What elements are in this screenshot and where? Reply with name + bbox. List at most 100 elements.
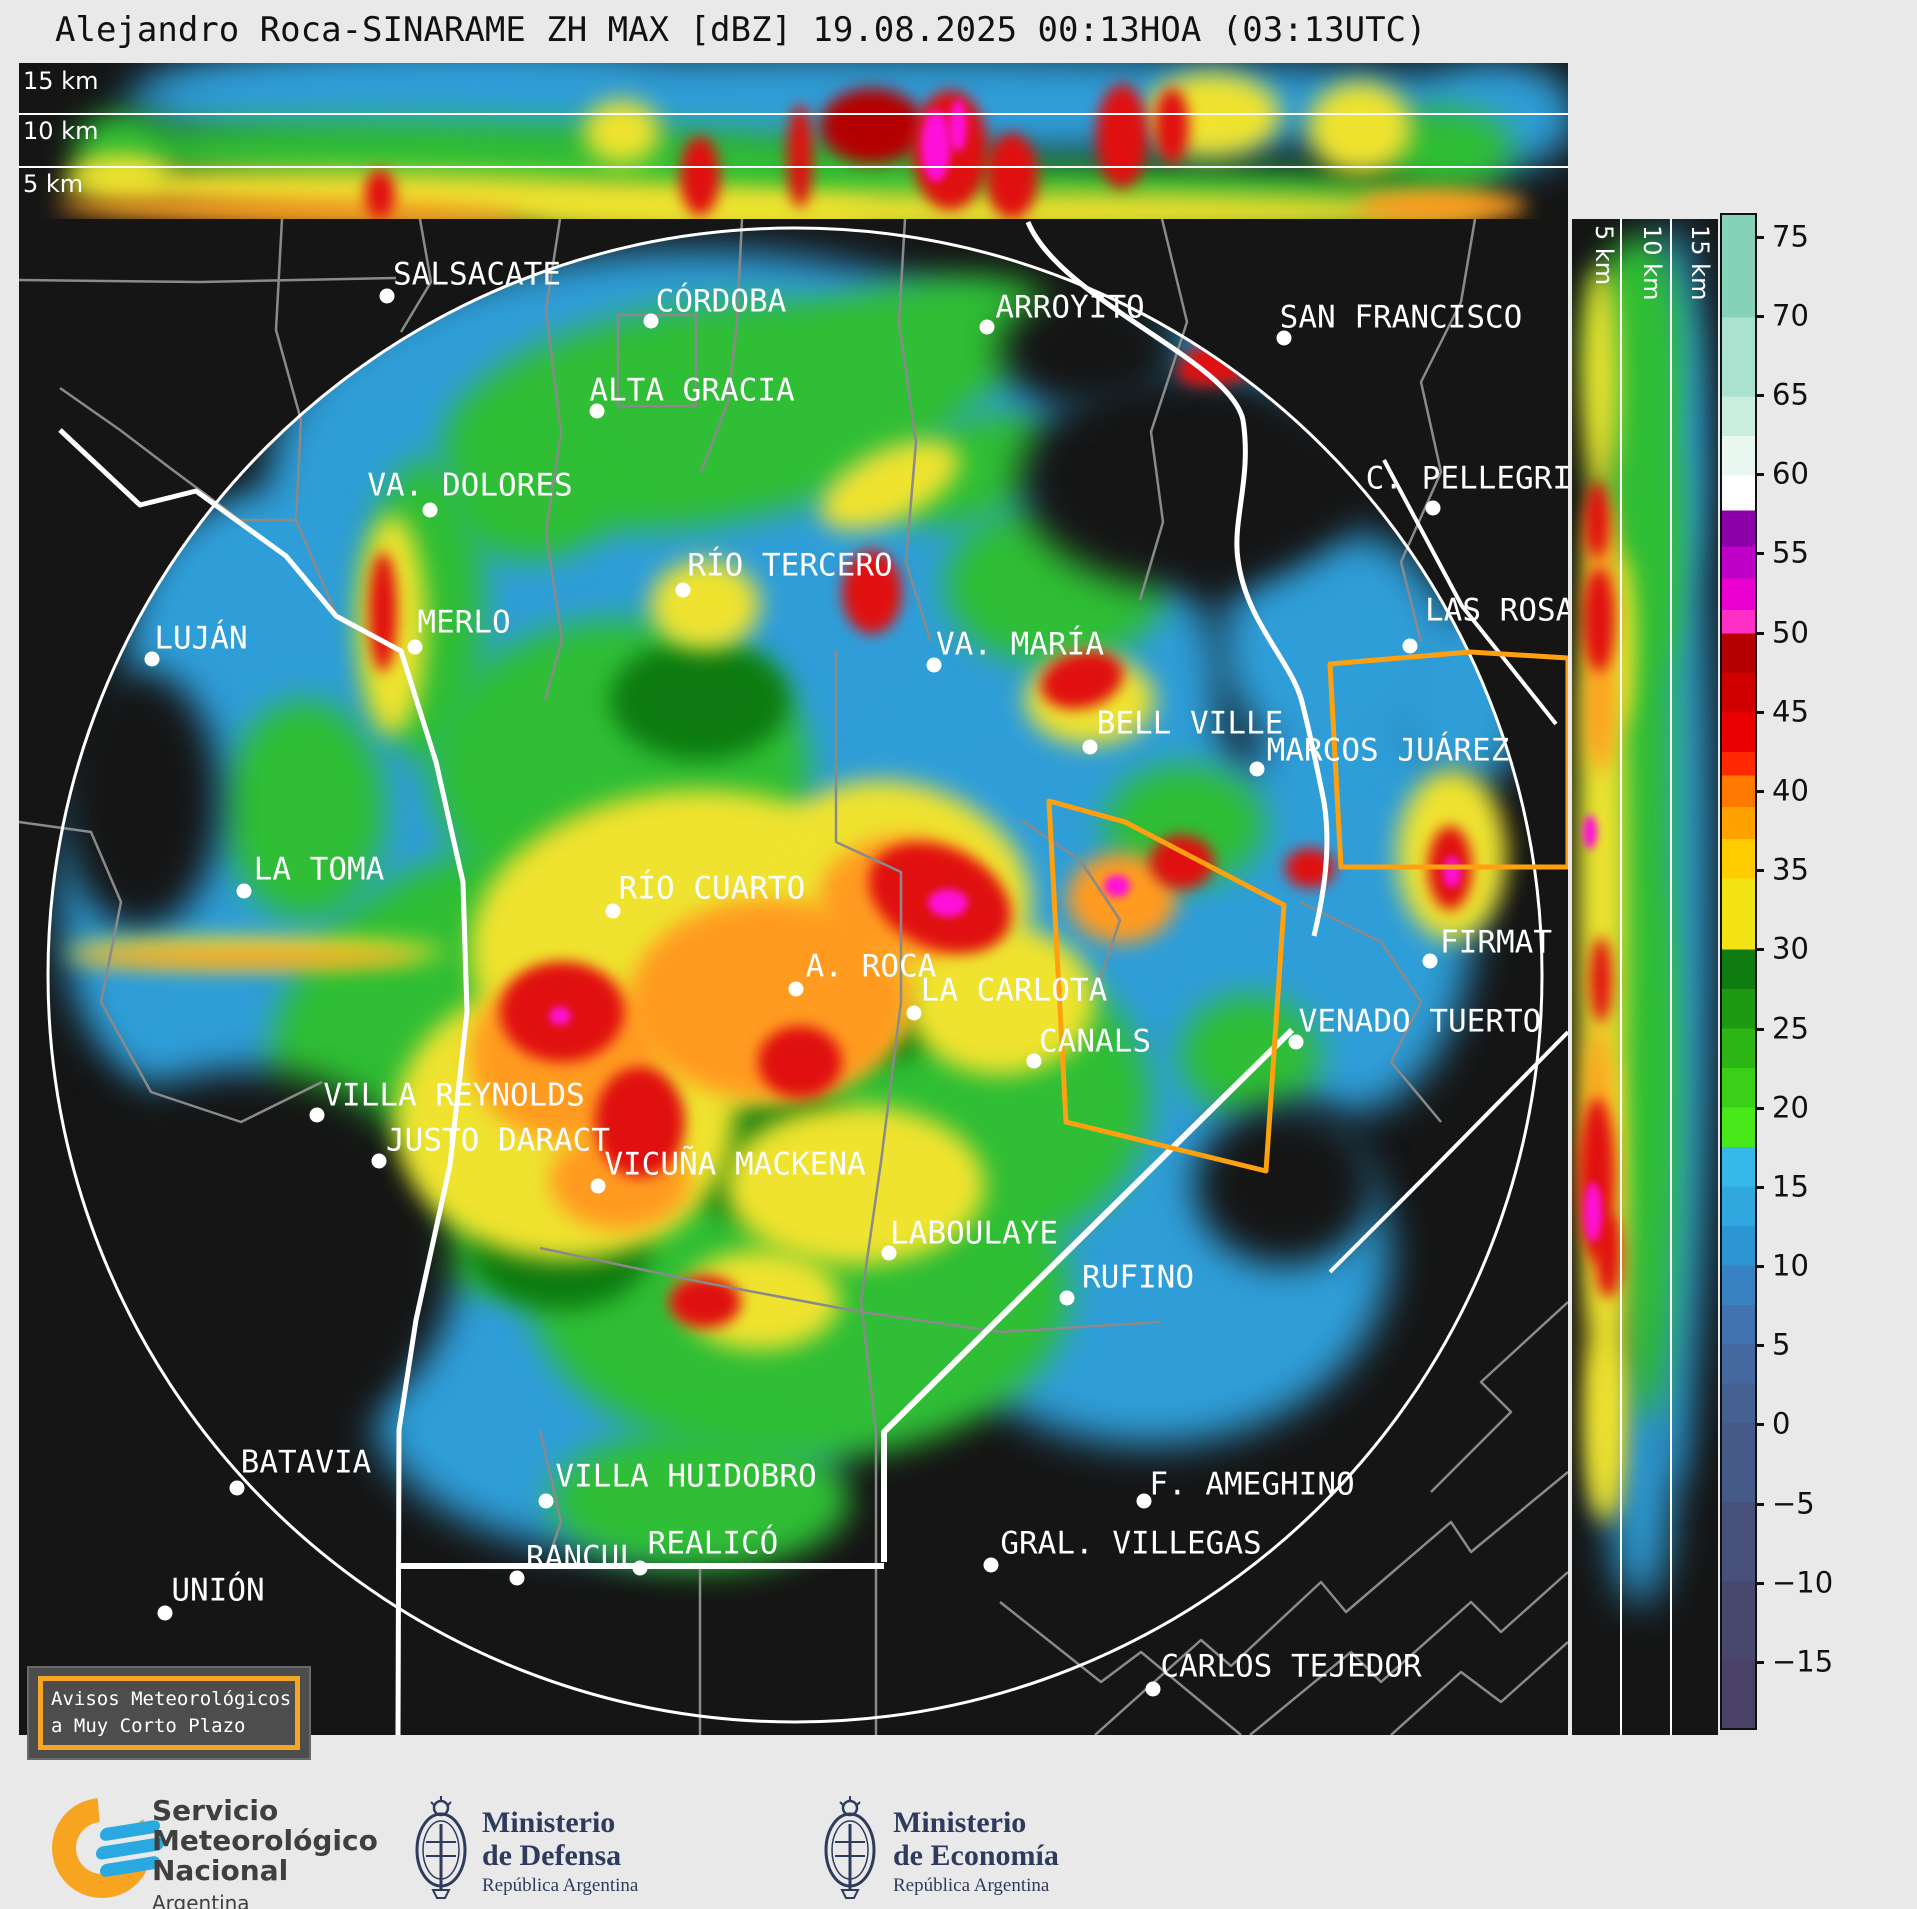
city-label: UNIÓN [171, 1572, 265, 1609]
department-border-line [1390, 1641, 1568, 1735]
department-border-line [538, 1429, 563, 1567]
city-label: REALICÓ [647, 1525, 779, 1562]
colorbar-tick [1755, 869, 1764, 873]
city-dot [379, 288, 395, 304]
radar-echo-blob [610, 640, 790, 760]
colorbar-tick-label: 70 [1772, 298, 1809, 333]
radar-echo-blob [1195, 1105, 1375, 1265]
colorbar-tick-label: 45 [1772, 694, 1809, 729]
radar-echo-blob [1584, 1182, 1602, 1242]
radar-echo-blob [1096, 84, 1148, 188]
city-dot [538, 1493, 554, 1509]
colorbar-tick-label: −5 [1772, 1485, 1815, 1520]
city-dot [605, 903, 621, 919]
province-border-line [1328, 1030, 1568, 1274]
warning-legend-line1: Avisos Meteorológicos [51, 1688, 292, 1710]
city-dot [144, 651, 160, 667]
city-dot [236, 883, 252, 899]
radar-echo-blob [75, 950, 415, 966]
province-border-line [1382, 459, 1558, 726]
colorbar-tick-label: 40 [1772, 773, 1809, 808]
city-dot [1082, 739, 1098, 755]
city-dot [926, 657, 942, 673]
radar-echo-blob [758, 1026, 842, 1098]
radar-echo-blob [842, 550, 902, 634]
colorbar-tick [1755, 1423, 1764, 1427]
colorbar-tick [1755, 1502, 1764, 1506]
height-label-right-15km: 15 km [1686, 225, 1714, 301]
height-label-15km: 15 km [23, 67, 99, 95]
height-label-5km: 5 km [23, 170, 84, 198]
city-dot [1145, 1681, 1161, 1697]
city-label: VA. DOLORES [367, 467, 573, 504]
colorbar-tick-label: 20 [1772, 1089, 1809, 1124]
weather-warning-polygon [1046, 798, 1287, 1174]
city-label: LABOULAYE [890, 1215, 1058, 1252]
department-border-line [539, 1246, 1162, 1334]
city-dot [407, 639, 423, 655]
colorbar-tick [1755, 1660, 1764, 1664]
radar-echo-blob [549, 1007, 571, 1025]
radar-echo-blob [787, 104, 813, 208]
top-gridline-5km [19, 166, 1568, 168]
city-label: ARROYITO [995, 289, 1145, 326]
city-dot [371, 1153, 387, 1169]
radar-echo-blob [550, 1430, 850, 1570]
radar-echo-blob [820, 88, 924, 164]
colorbar-tick [1755, 1265, 1764, 1269]
colorbar-tick [1755, 1027, 1764, 1031]
city-label: RUFINO [1082, 1259, 1194, 1296]
department-border-line [1430, 1301, 1568, 1493]
city-label: RANCUL [526, 1539, 638, 1576]
radar-echo-blob [921, 110, 951, 182]
department-border-line [274, 219, 339, 617]
city-dot [1276, 330, 1292, 346]
colorbar-tick [1755, 552, 1764, 556]
right-cross-section-panel: 5 km 10 km 15 km [1572, 219, 1718, 1735]
colorbar-tick [1755, 235, 1764, 239]
colorbar-tick-label: 15 [1772, 1169, 1809, 1204]
radar-echo-blob [669, 1276, 741, 1328]
main-map-panel: SALSACATE CÓRDOBA ARROYITO SAN FRANCISCO ALT… [19, 219, 1568, 1735]
radar-echo-blob [680, 136, 720, 216]
department-border-line [999, 1601, 1242, 1735]
city-label: BATAVIA [240, 1444, 372, 1481]
colorbar-tick [1755, 710, 1764, 714]
province-border-line [1025, 221, 1330, 937]
radar-echo-blob [1443, 856, 1461, 888]
colorbar-tick [1755, 948, 1764, 952]
city-dot [881, 1245, 897, 1261]
radar-echo-blob [70, 155, 170, 195]
city-dot [643, 313, 659, 329]
department-border-line [616, 313, 698, 408]
radar-echo-blob [1104, 875, 1130, 897]
city-label: LAS ROSAS [1425, 592, 1568, 629]
smn-wordmark: Servicio Meteorológico Nacional Argentin… [152, 1794, 378, 1909]
radar-range-circle [46, 226, 1544, 1724]
department-border-line [897, 219, 933, 643]
radar-echo-blob [450, 440, 610, 560]
economia-wordmark: Ministerio de Economía República Argenti… [893, 1806, 1059, 1896]
department-border-line [19, 820, 323, 1124]
right-gridline-10km [1670, 219, 1672, 1735]
weather-warning-polygon [1327, 649, 1568, 870]
radar-echo-blob [1590, 937, 1612, 1023]
colorbar-tick-label: 25 [1772, 1010, 1809, 1045]
city-dot [983, 1557, 999, 1573]
radar-echo-blob [225, 700, 385, 920]
radar-echo-blob [365, 169, 395, 219]
radar-echo-blob [1180, 995, 1320, 1115]
province-border-line [58, 428, 470, 1735]
colorbar-tick-label: 65 [1772, 377, 1809, 412]
radar-echo-blob [584, 100, 660, 164]
page-title: Alejandro Roca-SINARAME ZH MAX [dBZ] 19.… [55, 10, 1427, 50]
warning-legend-box: Avisos Meteorológicos a Muy Corto Plazo [27, 1666, 311, 1760]
colorbar-tick-label: 50 [1772, 614, 1809, 649]
city-dot [906, 1005, 922, 1021]
city-dot [1422, 953, 1438, 969]
city-label: MARCOS JUÁREZ [1266, 732, 1510, 769]
defensa-crest-icon [415, 1796, 467, 1899]
city-label: SAN FRANCISCO [1279, 299, 1523, 336]
radar-echo-blob [986, 133, 1038, 219]
city-dot [422, 502, 438, 518]
